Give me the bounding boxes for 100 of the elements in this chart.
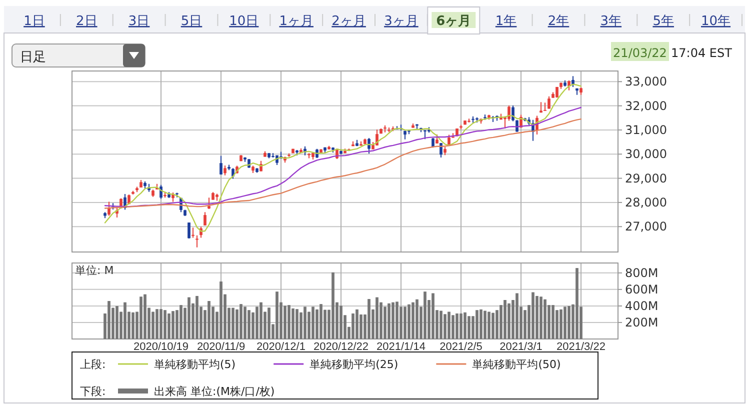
x-tick-label: 2021/3/1 [500, 341, 542, 353]
text: 3日 [128, 14, 150, 29]
bar [352, 313, 354, 339]
y-tick-label: 400M [625, 298, 658, 313]
bar [180, 305, 182, 339]
bar [164, 310, 166, 339]
text: 5日 [180, 14, 202, 29]
bar [304, 306, 306, 339]
bar [332, 272, 334, 339]
bar [452, 315, 454, 339]
text: 3ヶ月 [384, 14, 418, 29]
candlestick [544, 102, 546, 111]
bar [160, 309, 162, 339]
bar [544, 299, 546, 339]
bar [220, 282, 222, 339]
candlestick [220, 155, 222, 176]
bar [412, 302, 414, 339]
bar [576, 268, 578, 339]
bar [540, 296, 542, 339]
bar [488, 312, 490, 339]
x-tick-label: 2020/12/1 [256, 341, 306, 353]
candlestick [424, 129, 426, 140]
bar [260, 302, 262, 339]
y-tick-label: 31,000 [625, 122, 667, 137]
y-tick-label: 28,000 [625, 195, 667, 210]
y-tick-label: 800M [625, 266, 658, 280]
bar [356, 309, 358, 339]
text: 2ヶ月 [332, 14, 366, 29]
bar [208, 301, 210, 339]
candlestick [548, 96, 550, 110]
y-tick-label: 30,000 [625, 147, 667, 162]
bar [172, 311, 174, 339]
bar [296, 309, 298, 339]
text: 10年 [701, 14, 731, 29]
bar [564, 306, 566, 339]
bar [132, 312, 134, 339]
y-tick-label: 27,000 [625, 220, 667, 234]
bar [552, 305, 554, 339]
bar [108, 301, 110, 339]
text: 日足 [20, 50, 46, 65]
x-tick-label: 2020/11/9 [196, 341, 246, 353]
y-tick-label: 33,000 [625, 74, 667, 89]
text: 17:04 EST [671, 46, 733, 60]
candlestick [208, 197, 210, 210]
bar [168, 313, 170, 339]
candlestick [224, 164, 226, 176]
x-tick-label: 2021/1/14 [376, 341, 426, 353]
bar [376, 297, 378, 339]
bar [244, 306, 246, 339]
bar [460, 313, 462, 339]
text: 5年 [652, 14, 674, 29]
bar [384, 306, 386, 339]
bar [152, 312, 154, 339]
bar [532, 292, 534, 339]
y-tick-label: 200M [625, 315, 658, 330]
bar [424, 292, 426, 339]
bar [492, 312, 494, 339]
bar [396, 302, 398, 339]
bar [276, 292, 278, 339]
legend-label: 単純移動平均(50) [472, 358, 561, 371]
bar [292, 308, 294, 339]
candlestick [196, 234, 198, 248]
bar [440, 310, 442, 339]
bar [284, 306, 286, 339]
bar [232, 308, 234, 339]
bar [240, 304, 242, 339]
bar [196, 296, 198, 339]
bar [312, 306, 314, 339]
legend-title: 下段: [80, 385, 106, 398]
candlestick [160, 184, 162, 200]
candlestick [376, 128, 378, 146]
bar [536, 296, 538, 339]
y-tick-label: 29,000 [625, 171, 667, 186]
bar [156, 309, 158, 339]
text: 2年 [548, 14, 570, 29]
bar [248, 310, 250, 339]
text: 1ヶ月 [279, 14, 314, 29]
bar [480, 309, 482, 339]
candlestick [204, 212, 206, 226]
y-tick-label: 32,000 [625, 98, 667, 113]
bar [416, 299, 418, 339]
candlestick [192, 227, 194, 238]
bar [504, 300, 506, 339]
candlestick [508, 105, 510, 122]
y-tick-label: 600M [625, 282, 658, 296]
bar [432, 293, 434, 339]
bar [388, 303, 390, 339]
text: 6ヶ月 [436, 14, 472, 29]
bar [188, 297, 190, 339]
bar [116, 306, 118, 339]
bar [456, 313, 458, 339]
text: 1年 [495, 14, 517, 29]
text: 1日 [24, 14, 45, 29]
legend-label: 単純移動平均(25) [310, 358, 398, 371]
text: 10日 [229, 14, 259, 29]
candlestick [108, 201, 110, 216]
x-tick-label: 2020/12/22 [313, 341, 369, 353]
bar [516, 293, 518, 339]
bar [320, 304, 322, 339]
candlestick [368, 137, 370, 154]
